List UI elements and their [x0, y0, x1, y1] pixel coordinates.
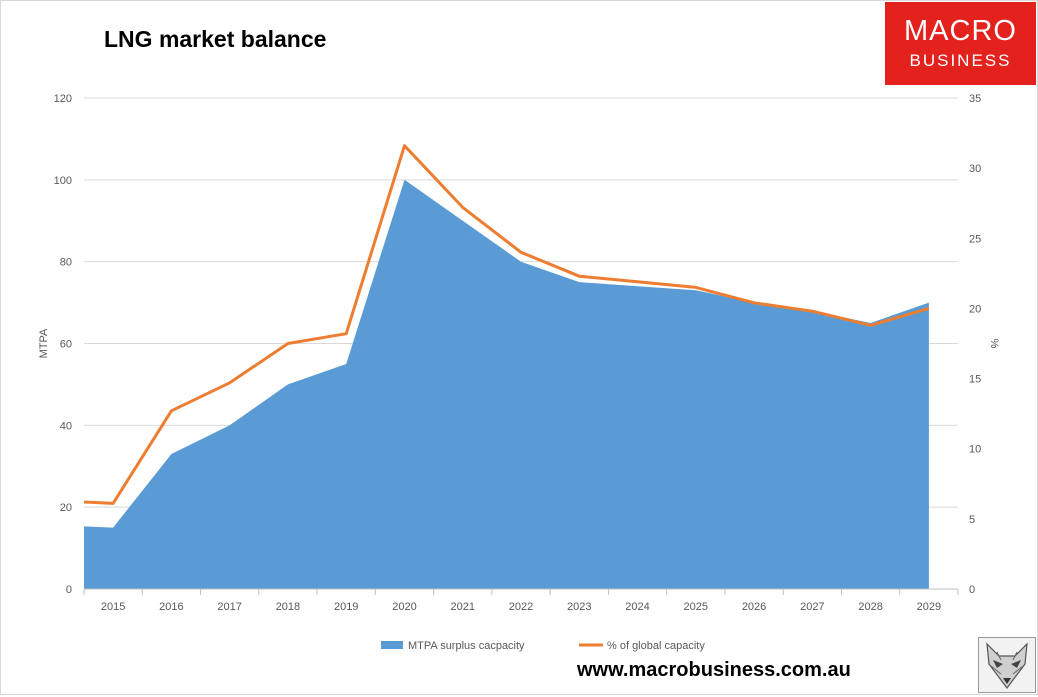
x-tick-label: 2018 [276, 601, 300, 613]
y-left-tick-label: 40 [60, 420, 72, 432]
x-tick-label: 2016 [159, 601, 183, 613]
area-series-layer [84, 179, 929, 590]
line-series-percent [83, 144, 930, 505]
x-tick-label: 2024 [625, 601, 649, 613]
x-tick-label: 2021 [450, 601, 474, 613]
y-right-tick-label: 35 [969, 93, 981, 105]
x-tick-label: 2023 [567, 601, 591, 613]
y-right-tick-label: 20 [969, 303, 981, 315]
x-tick-label: 2017 [217, 601, 241, 613]
y-right-tick-label: 0 [969, 584, 975, 596]
y-right-axis-title: % [988, 339, 1000, 349]
x-tick-label: 2027 [800, 601, 824, 613]
fox-mascot-icon [978, 637, 1036, 693]
y-right-tick-label: 15 [969, 374, 981, 386]
x-tick-label: 2022 [509, 601, 533, 613]
y-right-tick-label: 25 [969, 233, 981, 245]
y-left-tick-label: 80 [60, 257, 72, 269]
x-tick-label: 2025 [684, 601, 708, 613]
logo-line-1: MACRO [904, 15, 1017, 47]
y-left-axis-title: MTPA [38, 328, 50, 358]
y-left-tick-label: 100 [54, 175, 72, 187]
y-right-tick-label: 5 [969, 514, 975, 526]
legend-label-line: % of global capacity [607, 640, 705, 652]
logo-line-2: BUSINESS [909, 51, 1012, 70]
y-left-tick-label: 20 [60, 502, 72, 514]
area-series-mtpa [84, 179, 929, 590]
y-right-tick-label: 30 [969, 163, 981, 175]
x-tick-label: 2019 [334, 601, 358, 613]
website-url[interactable]: www.macrobusiness.com.au [577, 659, 851, 681]
line-series-layer [83, 144, 930, 505]
x-tick-label: 2020 [392, 601, 416, 613]
macrobusiness-logo: MACRO BUSINESS [885, 2, 1036, 85]
x-tick-label: 2026 [742, 601, 766, 613]
x-tick-label: 2028 [858, 601, 882, 613]
legend-swatch-area [381, 641, 403, 649]
y-left-tick-label: 0 [66, 584, 72, 596]
legend: MTPA surplus cacpacity % of global capaci… [381, 640, 705, 652]
chart-title: LNG market balance [104, 26, 327, 52]
x-tick-label: 2015 [101, 601, 125, 613]
y-left-tick-label: 60 [60, 339, 72, 351]
y-left-tick-label: 120 [54, 93, 72, 105]
legend-label-area: MTPA surplus cacpacity [408, 640, 525, 652]
x-tick-label: 2029 [917, 601, 941, 613]
y-right-tick-label: 10 [969, 444, 981, 456]
